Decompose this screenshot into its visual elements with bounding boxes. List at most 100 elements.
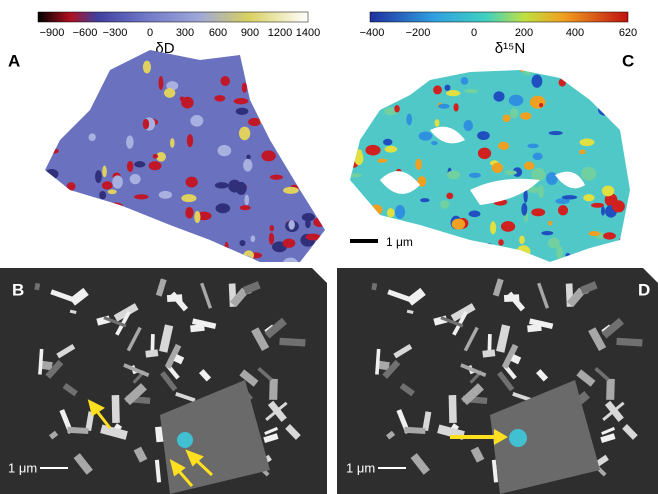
map-spot <box>502 114 511 123</box>
map-spot <box>88 133 96 142</box>
map-spot <box>498 239 504 246</box>
sem-flake <box>257 367 273 382</box>
overlay-square <box>160 380 270 494</box>
map-spot <box>531 74 543 88</box>
overlay-spot <box>509 429 527 447</box>
map-spot <box>228 179 241 193</box>
map-spot <box>352 193 358 203</box>
sem-flake <box>285 424 301 440</box>
map-spot <box>214 95 226 102</box>
sem-flake <box>399 382 415 397</box>
map-spot <box>248 117 261 127</box>
map-spot <box>48 148 59 154</box>
map-spot <box>134 194 149 200</box>
arrow <box>94 409 112 429</box>
map-spot <box>239 239 246 247</box>
map-hole <box>380 126 585 205</box>
map-spot <box>539 102 544 108</box>
sem-flake <box>463 326 479 352</box>
map-spot <box>235 107 249 115</box>
sem-flake <box>170 291 189 312</box>
map-spot <box>53 76 59 82</box>
map-spot <box>126 160 134 173</box>
map-spot <box>394 204 406 219</box>
map-spot <box>523 189 528 203</box>
sem-flake <box>510 354 522 365</box>
map-spot <box>546 172 558 186</box>
map-spot <box>89 61 98 73</box>
map-spot <box>125 261 131 262</box>
map-background <box>45 50 325 262</box>
map-spot <box>531 208 546 217</box>
map-spot <box>605 70 621 75</box>
sem-flake <box>410 453 430 475</box>
map-spot <box>548 220 553 226</box>
scale-tick-label: 0 <box>471 27 477 39</box>
map-spot <box>214 182 229 189</box>
sem-flake <box>616 337 643 347</box>
arrow-head <box>494 429 508 445</box>
map-spot <box>521 202 528 216</box>
map-spot <box>446 192 454 200</box>
map-spot <box>194 210 201 224</box>
sem-flake <box>160 371 178 392</box>
sem-flake <box>190 324 205 333</box>
map-spot <box>280 106 289 112</box>
sem-flake <box>404 426 426 434</box>
sem-flake <box>45 359 64 379</box>
sem-flake <box>62 382 78 397</box>
map-spot <box>220 76 230 86</box>
map-spot <box>169 230 182 241</box>
map-spot <box>483 243 495 256</box>
scale-bar-label: 1 μm <box>386 235 413 249</box>
map-spot <box>142 60 152 74</box>
map-spot <box>377 158 388 163</box>
map-spot <box>531 167 546 182</box>
sem-flake <box>133 446 148 463</box>
arrows <box>87 399 214 487</box>
sem-flake <box>69 287 89 306</box>
scale-tick-label: 1200 <box>268 27 292 39</box>
map-spot <box>152 153 159 159</box>
map-spot <box>433 85 442 95</box>
sem-flake <box>461 383 484 406</box>
sem-flake <box>164 343 182 369</box>
map-spot <box>541 231 554 236</box>
map-spot <box>618 235 630 250</box>
arrow-head <box>87 399 105 417</box>
sem-flake <box>600 433 616 443</box>
sem-flake <box>200 282 213 309</box>
sem-flake <box>496 324 511 353</box>
sem-flake <box>527 324 542 333</box>
map-spot <box>516 245 531 259</box>
map-spot <box>259 111 269 125</box>
map-spot <box>538 184 544 198</box>
arrow <box>194 458 214 477</box>
map-spot <box>217 144 232 157</box>
map-spot <box>500 221 516 232</box>
map-spot <box>45 244 49 252</box>
map-spot <box>321 137 325 151</box>
map-spot <box>350 229 356 237</box>
sem-flake <box>263 433 279 443</box>
map-spot <box>617 81 630 90</box>
map-spot <box>350 105 361 118</box>
sem-flake <box>192 318 217 330</box>
map-spot <box>490 221 497 235</box>
map-background <box>350 70 630 262</box>
map-spot <box>532 152 543 161</box>
map-spot <box>156 152 166 162</box>
panel-label: A <box>8 51 20 70</box>
sem-flake <box>269 378 278 400</box>
sem-flake <box>279 337 306 347</box>
map-spot <box>365 144 381 156</box>
map-spot <box>523 161 535 170</box>
map-spot <box>45 177 56 184</box>
map-spot <box>306 156 312 163</box>
sem-flake <box>155 278 167 297</box>
map-spot <box>600 206 605 216</box>
map-spot <box>444 84 451 91</box>
sem-flake <box>387 289 412 303</box>
overlay-spot <box>177 432 193 448</box>
